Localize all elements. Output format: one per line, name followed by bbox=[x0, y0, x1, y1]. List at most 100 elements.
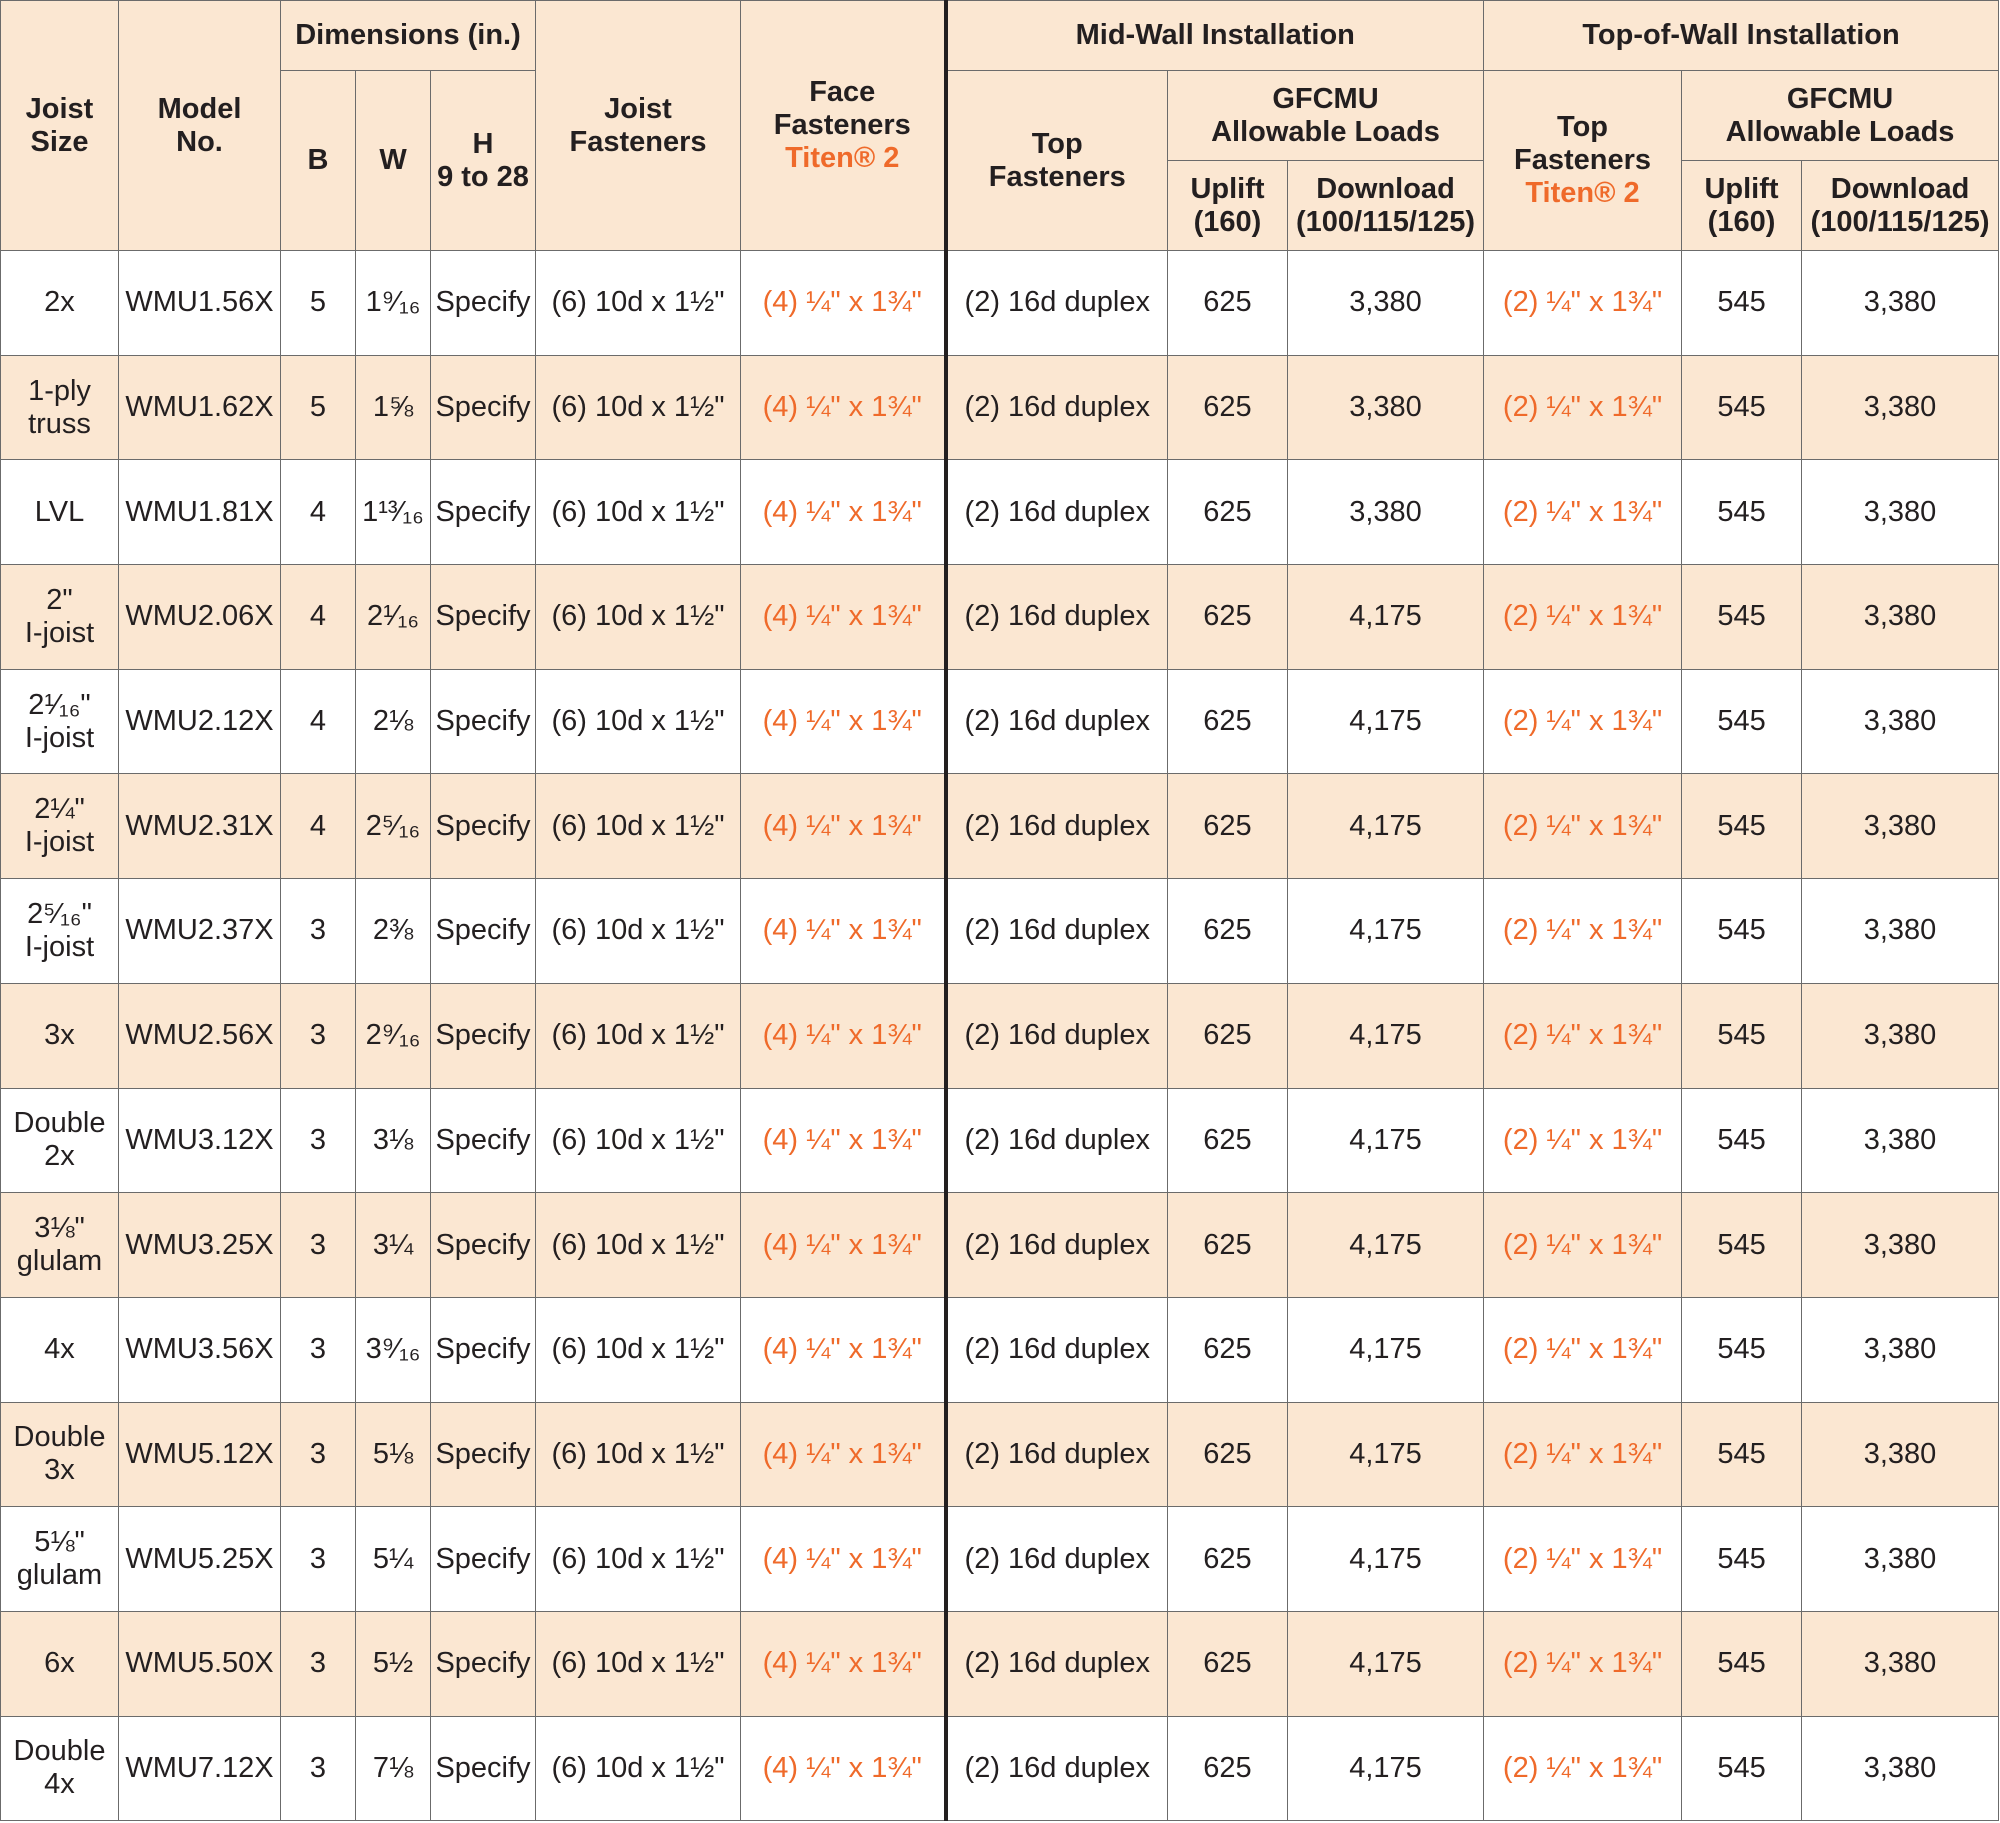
cell-tow-download: 3,380 bbox=[1801, 1087, 2000, 1194]
cell-w: 3⅛ bbox=[355, 1087, 431, 1194]
cell-tow-uplift: 545 bbox=[1681, 250, 1803, 356]
cell-mid-uplift: 625 bbox=[1167, 459, 1288, 566]
header-tow-top-fasteners: Top Fasteners Titen® 2 bbox=[1483, 70, 1683, 251]
cell-tow-uplift: 545 bbox=[1681, 1087, 1803, 1194]
cell-face-fasteners: (4) ¼" x 1¾" bbox=[740, 982, 946, 1089]
cell-h: Specify bbox=[430, 773, 536, 880]
cell-tow-uplift: 545 bbox=[1681, 564, 1803, 670]
cell-face-fasteners: (4) ¼" x 1¾" bbox=[740, 250, 946, 356]
header-h: H 9 to 28 bbox=[430, 70, 536, 251]
cell-joist-size: 6x bbox=[0, 1610, 119, 1717]
cell-joist-size: LVL bbox=[0, 459, 119, 566]
cell-mid-top-fasteners: (2) 16d duplex bbox=[943, 564, 1168, 670]
cell-tow-download: 3,380 bbox=[1801, 1401, 2000, 1508]
cell-tow-uplift: 545 bbox=[1681, 1296, 1803, 1403]
cell-face-fasteners: (4) ¼" x 1¾" bbox=[740, 354, 946, 461]
cell-joist-fasteners: (6) 10d x 1½" bbox=[535, 878, 741, 984]
header-mid-wall: Mid-Wall Installation bbox=[943, 0, 1485, 71]
cell-mid-download: 4,175 bbox=[1286, 1401, 1485, 1508]
cell-mid-uplift: 625 bbox=[1167, 773, 1288, 880]
table-row: 6x WMU5.50X 3 5½ Specify (6) 10d x 1½" (4) ¼" … bbox=[0, 1610, 2000, 1717]
cell-w: 3¼ bbox=[355, 1192, 431, 1298]
cell-joist-fasteners: (6) 10d x 1½" bbox=[535, 1296, 741, 1403]
header-tow-gfcmu: GFCMU Allowable Loads bbox=[1681, 70, 2000, 161]
header-joist-fasteners: Joist Fasteners bbox=[535, 0, 741, 251]
cell-tow-uplift: 545 bbox=[1681, 1506, 1803, 1612]
cell-tow-uplift: 545 bbox=[1681, 1610, 1803, 1717]
table-row: 2¼" I-joist WMU2.31X 4 2⁵⁄₁₆ Specify (6) 10d x… bbox=[0, 773, 2000, 880]
cell-w: 2⁵⁄₁₆ bbox=[355, 773, 431, 880]
cell-h: Specify bbox=[430, 668, 536, 775]
cell-tow-uplift: 545 bbox=[1681, 668, 1803, 775]
cell-tow-top-fasteners: (2) ¼" x 1¾" bbox=[1483, 1401, 1683, 1508]
table-row: 3x WMU2.56X 3 2⁹⁄₁₆ Specify (6) 10d x 1½" (4) … bbox=[0, 982, 2000, 1089]
header-b: B bbox=[280, 70, 356, 251]
cell-w: 1¹³⁄₁₆ bbox=[355, 459, 431, 566]
cell-w: 7⅛ bbox=[355, 1715, 431, 1822]
cell-model-no: WMU1.56X bbox=[118, 250, 281, 356]
cell-mid-uplift: 625 bbox=[1167, 354, 1288, 461]
cell-mid-download: 4,175 bbox=[1286, 668, 1485, 775]
cell-tow-download: 3,380 bbox=[1801, 1192, 2000, 1298]
cell-tow-download: 3,380 bbox=[1801, 773, 2000, 880]
table-row: Double 2x WMU3.12X 3 3⅛ Specify (6) 10d x 1½"(… bbox=[0, 1087, 2000, 1194]
cell-joist-fasteners: (6) 10d x 1½" bbox=[535, 459, 741, 566]
cell-tow-download: 3,380 bbox=[1801, 668, 2000, 775]
cell-tow-uplift: 545 bbox=[1681, 773, 1803, 880]
cell-w: 1⅝ bbox=[355, 354, 431, 461]
cell-tow-download: 3,380 bbox=[1801, 1610, 2000, 1717]
cell-h: Specify bbox=[430, 250, 536, 356]
cell-tow-top-fasteners: (2) ¼" x 1¾" bbox=[1483, 1715, 1683, 1822]
header-face-fasteners: Face Fasteners Titen® 2 bbox=[740, 0, 946, 251]
cell-mid-top-fasteners: (2) 16d duplex bbox=[943, 250, 1168, 356]
cell-model-no: WMU1.81X bbox=[118, 459, 281, 566]
cell-mid-top-fasteners: (2) 16d duplex bbox=[943, 982, 1168, 1089]
cell-mid-top-fasteners: (2) 16d duplex bbox=[943, 1715, 1168, 1822]
cell-tow-download: 3,380 bbox=[1801, 982, 2000, 1089]
cell-tow-top-fasteners: (2) ¼" x 1¾" bbox=[1483, 1192, 1683, 1298]
cell-joist-fasteners: (6) 10d x 1½" bbox=[535, 1192, 741, 1298]
table-row: 4x WMU3.56X 3 3⁹⁄₁₆ Specify (6) 10d x 1½" (4) … bbox=[0, 1296, 2000, 1403]
cell-h: Specify bbox=[430, 1610, 536, 1717]
table-body: 2x WMU1.56X 5 1⁹⁄₁₆ Specify (6) 10d x 1½" (4) … bbox=[0, 250, 2000, 1822]
table-row: 2" I-joist WMU2.06X 4 2¹⁄₁₆ Specify (6) 10d x … bbox=[0, 564, 2000, 670]
cell-tow-top-fasteners: (2) ¼" x 1¾" bbox=[1483, 1610, 1683, 1717]
cell-joist-fasteners: (6) 10d x 1½" bbox=[535, 668, 741, 775]
cell-h: Specify bbox=[430, 1715, 536, 1822]
cell-mid-top-fasteners: (2) 16d duplex bbox=[943, 668, 1168, 775]
cell-mid-top-fasteners: (2) 16d duplex bbox=[943, 1087, 1168, 1194]
cell-tow-top-fasteners: (2) ¼" x 1¾" bbox=[1483, 668, 1683, 775]
cell-mid-top-fasteners: (2) 16d duplex bbox=[943, 1401, 1168, 1508]
cell-tow-top-fasteners: (2) ¼" x 1¾" bbox=[1483, 1296, 1683, 1403]
cell-w: 2⁹⁄₁₆ bbox=[355, 982, 431, 1089]
cell-tow-uplift: 545 bbox=[1681, 459, 1803, 566]
cell-b: 3 bbox=[280, 1192, 356, 1298]
cell-mid-download: 4,175 bbox=[1286, 1506, 1485, 1612]
header-mid-gfcmu: GFCMU Allowable Loads bbox=[1166, 70, 1485, 161]
cell-joist-fasteners: (6) 10d x 1½" bbox=[535, 250, 741, 356]
cell-model-no: WMU2.06X bbox=[118, 564, 281, 670]
cell-model-no: WMU2.56X bbox=[118, 982, 281, 1089]
cell-h: Specify bbox=[430, 1296, 536, 1403]
cell-joist-fasteners: (6) 10d x 1½" bbox=[535, 354, 741, 461]
cell-face-fasteners: (4) ¼" x 1¾" bbox=[740, 1192, 946, 1298]
cell-mid-download: 4,175 bbox=[1286, 878, 1485, 984]
cell-face-fasteners: (4) ¼" x 1¾" bbox=[740, 1087, 946, 1194]
cell-b: 3 bbox=[280, 1401, 356, 1508]
cell-h: Specify bbox=[430, 459, 536, 566]
table-row: 2⁵⁄₁₆" I-joist WMU2.37X 3 2⅜ Specify (6) 10d x… bbox=[0, 878, 2000, 984]
cell-tow-download: 3,380 bbox=[1801, 459, 2000, 566]
cell-tow-download: 3,380 bbox=[1801, 1506, 2000, 1612]
cell-joist-size: Double 3x bbox=[0, 1401, 119, 1508]
cell-joist-fasteners: (6) 10d x 1½" bbox=[535, 1401, 741, 1508]
cell-mid-uplift: 625 bbox=[1167, 1715, 1288, 1822]
cell-mid-download: 4,175 bbox=[1286, 1296, 1485, 1403]
cell-b: 3 bbox=[280, 1715, 356, 1822]
cell-face-fasteners: (4) ¼" x 1¾" bbox=[740, 459, 946, 566]
cell-mid-top-fasteners: (2) 16d duplex bbox=[943, 1506, 1168, 1612]
cell-tow-top-fasteners: (2) ¼" x 1¾" bbox=[1483, 1506, 1683, 1612]
cell-joist-size: Double 4x bbox=[0, 1715, 119, 1822]
cell-mid-uplift: 625 bbox=[1167, 1087, 1288, 1194]
cell-mid-uplift: 625 bbox=[1167, 1610, 1288, 1717]
cell-tow-uplift: 545 bbox=[1681, 1715, 1803, 1822]
